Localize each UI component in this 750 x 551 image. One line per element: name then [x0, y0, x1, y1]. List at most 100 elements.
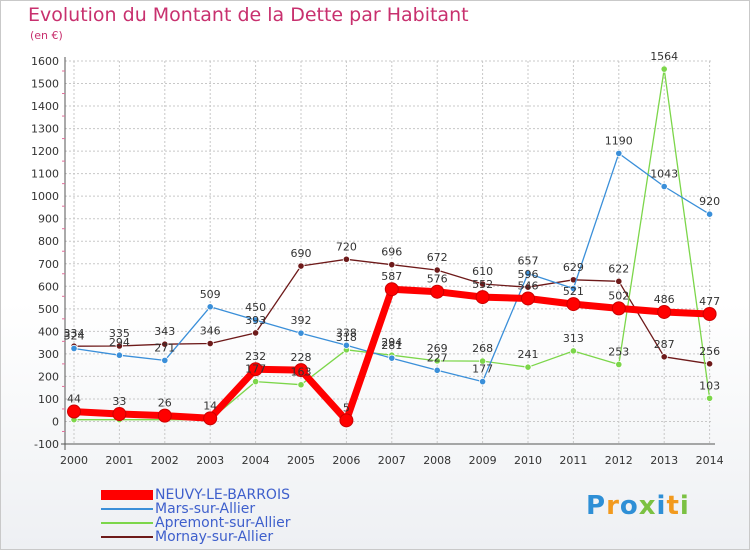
data-point	[430, 284, 445, 299]
data-point	[660, 182, 668, 191]
y-tick-label: 600	[38, 280, 59, 293]
data-point	[705, 210, 714, 218]
data-point	[161, 356, 169, 365]
data-point	[206, 303, 214, 311]
data-point	[433, 357, 441, 365]
data-label: 227	[427, 351, 448, 364]
data-label: 253	[608, 345, 629, 358]
legend-item: Mornay-sur-Allier	[101, 530, 361, 544]
data-point	[478, 280, 487, 288]
logo-letter: r	[606, 491, 620, 521]
y-tick-label: 1000	[31, 190, 59, 203]
chart-unit: (en €)	[30, 29, 63, 42]
data-label: 103	[699, 379, 720, 392]
data-point	[339, 413, 354, 428]
data-point	[615, 149, 623, 157]
y-tick-label: 1600	[31, 55, 59, 68]
data-label: 392	[291, 314, 312, 327]
data-label: 294	[381, 336, 402, 349]
data-point	[252, 377, 260, 386]
data-label: 622	[608, 262, 629, 275]
x-tick-label: 2000	[60, 454, 88, 467]
data-point	[660, 353, 668, 361]
logo-letter: x	[638, 491, 657, 521]
data-point	[203, 411, 218, 426]
data-label: 268	[472, 342, 493, 355]
data-point	[248, 362, 263, 377]
data-point	[611, 301, 626, 316]
x-tick-label: 2004	[242, 454, 270, 467]
data-point	[660, 65, 668, 73]
x-tick-label: 2009	[469, 454, 497, 467]
logo-letter: i	[679, 491, 690, 521]
data-label: 324	[64, 329, 85, 342]
y-tick-label: 1200	[31, 145, 59, 158]
data-label: 657	[518, 254, 539, 267]
data-label: 163	[291, 366, 312, 379]
data-label: 629	[563, 261, 584, 274]
data-label: 576	[427, 273, 448, 286]
data-point	[67, 404, 81, 419]
data-point	[657, 304, 672, 319]
legend-swatch	[101, 490, 153, 500]
legend-item: Apremont-sur-Allier	[101, 516, 361, 530]
data-label: 672	[427, 251, 448, 264]
data-label: 335	[109, 327, 130, 340]
logo-letter: P	[586, 491, 607, 521]
data-label: 287	[654, 338, 675, 351]
x-tick-label: 2013	[650, 454, 678, 467]
data-point	[615, 277, 623, 285]
data-point	[115, 342, 124, 350]
data-point	[524, 363, 532, 371]
data-point	[478, 357, 487, 365]
legend-swatch	[101, 536, 153, 538]
data-point	[70, 344, 78, 353]
legend-swatch	[101, 522, 153, 524]
logo-letter: i	[656, 491, 667, 521]
data-label: 477	[699, 295, 720, 308]
data-point	[252, 329, 260, 337]
data-label: 393	[245, 314, 266, 327]
data-point	[615, 360, 623, 369]
data-label: 232	[245, 350, 266, 363]
data-point	[112, 407, 127, 422]
data-label: 26	[158, 397, 172, 410]
data-point	[521, 291, 535, 306]
data-point	[433, 366, 441, 374]
y-tick-label: 1100	[31, 168, 59, 181]
data-point	[294, 363, 308, 378]
legend-item: NEUVY-LE-BARROIS	[101, 488, 361, 502]
data-label: 241	[518, 348, 539, 361]
data-point	[297, 262, 305, 270]
x-tick-label: 2007	[378, 454, 406, 467]
data-label: 177	[245, 363, 266, 376]
data-point	[475, 290, 490, 305]
data-label: 546	[518, 279, 539, 292]
legend-label: NEUVY-LE-BARROIS	[155, 487, 290, 503]
data-point	[252, 316, 260, 324]
data-label: 920	[699, 195, 720, 208]
data-point	[297, 381, 305, 389]
y-tick-label: 0	[52, 415, 59, 428]
legend-label: Mars-sur-Allier	[155, 501, 256, 517]
x-tick-label: 2001	[105, 454, 133, 467]
data-label: 486	[654, 293, 675, 306]
logo-letter: t	[666, 491, 680, 521]
data-label: 1190	[605, 134, 633, 147]
data-point	[342, 255, 350, 263]
y-tick-label: 1300	[31, 123, 59, 136]
data-label: 269	[427, 342, 448, 355]
data-point	[115, 351, 124, 359]
x-tick-label: 2003	[196, 454, 224, 467]
data-label: 690	[291, 247, 312, 260]
data-point	[342, 341, 350, 349]
logo-letter: o	[619, 491, 639, 521]
data-label: 228	[291, 351, 312, 364]
data-label: 502	[608, 289, 629, 302]
data-point	[524, 269, 532, 278]
data-point	[384, 282, 399, 297]
data-label: 343	[154, 325, 175, 338]
data-label: 696	[381, 246, 402, 259]
x-tick-label: 2012	[605, 454, 633, 467]
data-label: 271	[154, 341, 175, 354]
